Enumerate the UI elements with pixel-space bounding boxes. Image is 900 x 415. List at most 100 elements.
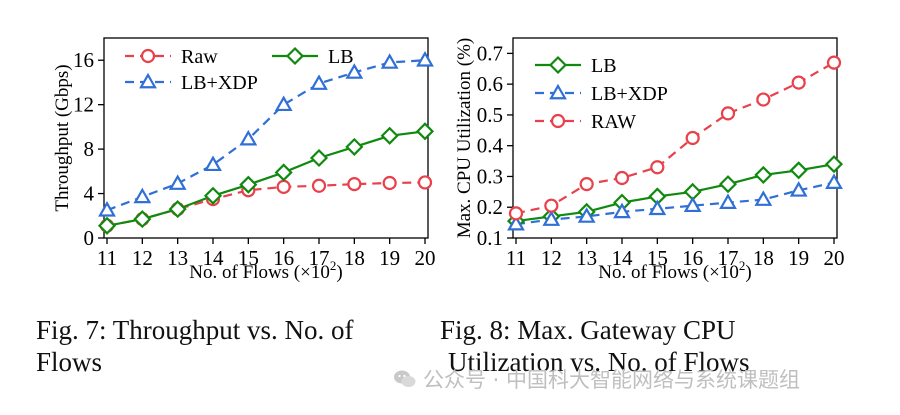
legend-marker bbox=[550, 113, 566, 129]
cpu-utilization-chart: 0.1 0.2 0.3 0.4 0.5 0.6 0.7 11 12 13 14 15 16 17 18 19 2… bbox=[454, 37, 845, 283]
legend-marker bbox=[285, 46, 305, 66]
data-point-lb bbox=[168, 200, 187, 219]
x-tick-label: 18 bbox=[344, 246, 365, 270]
data-point-raw bbox=[791, 75, 806, 90]
x-tick-label: 20 bbox=[824, 246, 845, 270]
legend-marker bbox=[140, 48, 156, 64]
series-line-lb-xdp bbox=[515, 181, 835, 226]
legend-label: Raw bbox=[181, 46, 218, 68]
legend-label: LB+XDP bbox=[181, 72, 258, 94]
data-point-lb bbox=[133, 210, 152, 229]
x-tick-label: 11 bbox=[506, 246, 526, 270]
data-point-lb bbox=[789, 161, 808, 180]
data-point-raw bbox=[508, 206, 524, 221]
data-point-lb-xdp bbox=[274, 95, 293, 112]
legend-marker bbox=[548, 55, 568, 75]
data-point-raw bbox=[720, 106, 736, 121]
x-tick-label: 16 bbox=[273, 246, 294, 270]
x-tick-label: 17 bbox=[309, 246, 330, 270]
data-point-raw bbox=[544, 198, 559, 213]
legend-marker bbox=[549, 83, 567, 100]
data-point-lb bbox=[239, 175, 258, 194]
x-tick-label: 18 bbox=[753, 246, 774, 270]
data-point-lb-xdp bbox=[648, 199, 667, 216]
x-tick-label: 11 bbox=[97, 246, 117, 270]
legend-label: LB bbox=[328, 46, 354, 68]
y-tick-label: 0.6 bbox=[477, 72, 503, 96]
data-point-lb-xdp bbox=[754, 190, 773, 206]
x-tick-label: 20 bbox=[415, 246, 436, 270]
data-point-lb bbox=[824, 155, 844, 174]
data-point-raw bbox=[347, 177, 362, 192]
data-point-lb-xdp bbox=[825, 173, 843, 189]
data-point-lb-xdp bbox=[613, 202, 631, 219]
series-line-lb bbox=[515, 163, 835, 223]
fig7-caption-line1: Fig. 7: Throughput vs. No. of bbox=[36, 315, 354, 345]
y-tick-label: 4 bbox=[84, 182, 95, 206]
data-point-raw bbox=[826, 55, 842, 70]
data-point-lb-xdp bbox=[239, 129, 258, 146]
data-point-lb-xdp bbox=[542, 210, 561, 226]
x-tick-label: 14 bbox=[203, 246, 225, 270]
watermark-text: 公众号 · 中国科大智能网络与系统课题组 bbox=[423, 368, 801, 392]
legend-label: RAW bbox=[591, 111, 636, 133]
data-point-lb-xdp bbox=[789, 181, 808, 197]
y-tick-label: 0.1 bbox=[477, 226, 503, 250]
watermark: 公众号 · 中国科大智能网络与系统课题组 bbox=[393, 364, 800, 394]
x-tick-label: 19 bbox=[788, 246, 809, 270]
data-point-lb bbox=[380, 126, 399, 145]
data-point-raw bbox=[579, 177, 594, 192]
y-tick-label: 0.3 bbox=[477, 164, 503, 188]
x-tick-label: 19 bbox=[379, 246, 400, 270]
x-tick-label: 13 bbox=[576, 246, 597, 270]
x-tick-label: 15 bbox=[647, 246, 668, 270]
data-point-lb bbox=[754, 165, 773, 184]
data-point-lb-xdp bbox=[345, 63, 364, 79]
data-point-lb bbox=[203, 186, 223, 205]
x-tick-label: 12 bbox=[541, 246, 562, 270]
y-tick-label: 12 bbox=[73, 93, 94, 117]
x-tick-label: 15 bbox=[238, 246, 259, 270]
fig8-caption-line2: Utilization vs. No. of Flows bbox=[448, 347, 750, 377]
y-tick-label: 0.5 bbox=[477, 103, 503, 127]
data-point-lb bbox=[309, 148, 329, 168]
series-line-raw bbox=[515, 61, 835, 215]
x-tick-label: 13 bbox=[167, 246, 188, 270]
legend-marker bbox=[139, 72, 157, 89]
data-point-lb-xdp bbox=[310, 74, 328, 90]
y-tick-label: 0.2 bbox=[477, 195, 503, 219]
data-point-lb-xdp bbox=[507, 214, 525, 231]
x-tick-label: 14 bbox=[612, 246, 634, 270]
y-tick-label: 16 bbox=[73, 48, 94, 72]
throughput-chart: 0 4 8 12 16 11 12 13 14 15 16 17 18 19 20 Throughput (G… bbox=[52, 37, 436, 283]
axes-frame bbox=[103, 37, 429, 239]
x-tick-label: 12 bbox=[132, 246, 153, 270]
data-point-lb bbox=[274, 163, 293, 182]
data-point-raw bbox=[756, 92, 771, 107]
data-point-lb bbox=[97, 216, 117, 235]
series-line-raw bbox=[106, 181, 426, 227]
fig8-caption-line1: Fig. 8: Max. Gateway CPU bbox=[440, 315, 736, 345]
axes-frame bbox=[512, 37, 838, 239]
y-tick-label: 0 bbox=[84, 226, 95, 250]
x-axis-label: No. of Flows (×102) bbox=[189, 258, 342, 283]
data-point-raw bbox=[650, 160, 665, 175]
data-point-lb-xdp bbox=[719, 193, 737, 209]
series-line-lb bbox=[106, 130, 426, 227]
fig7-caption-line2: Flows bbox=[36, 347, 103, 377]
y-tick-label: 0.4 bbox=[477, 134, 504, 158]
data-point-raw bbox=[276, 179, 291, 194]
data-point-lb-xdp bbox=[416, 51, 434, 67]
legend-label: LB+XDP bbox=[591, 83, 668, 105]
data-point-lb bbox=[345, 137, 364, 156]
data-point-raw bbox=[382, 175, 397, 191]
data-point-raw bbox=[417, 175, 433, 190]
data-point-lb-xdp bbox=[204, 155, 222, 172]
data-point-lb bbox=[415, 122, 435, 141]
x-axis-label: No. of Flows (×102) bbox=[598, 258, 751, 283]
data-point-lb-xdp bbox=[98, 201, 116, 217]
data-point-raw bbox=[311, 178, 327, 193]
data-point-lb-xdp bbox=[380, 53, 399, 69]
x-tick-label: 17 bbox=[718, 246, 739, 270]
